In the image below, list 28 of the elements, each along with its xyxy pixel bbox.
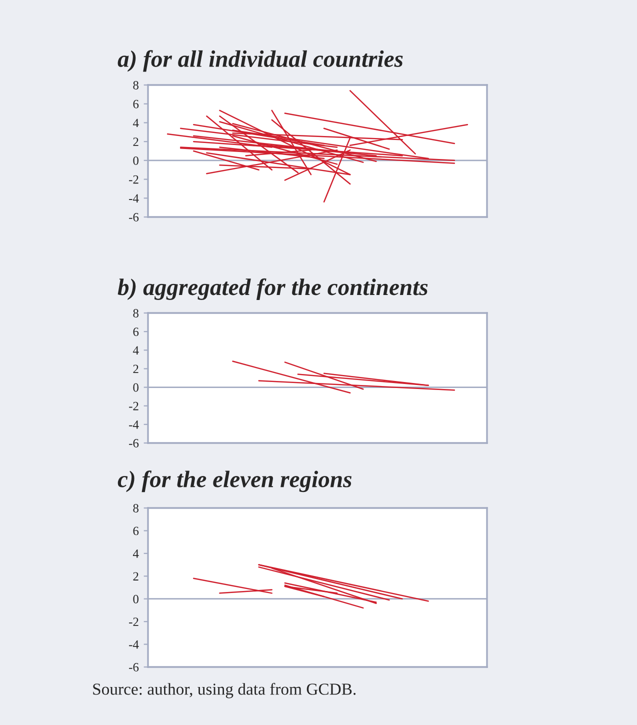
y-tick-label: -2 [129, 618, 138, 626]
y-tick-label: 4 [132, 550, 139, 558]
y-tick-label: -2 [129, 402, 138, 410]
y-tick-label: 2 [133, 364, 138, 374]
y-tick-label: -2 [129, 175, 138, 184]
y-tick-label: 4 [132, 118, 139, 128]
y-tick-label: 8 [133, 504, 138, 512]
y-tick-label: 2 [133, 138, 138, 146]
y-tick-label: 0 [133, 594, 138, 604]
y-tick-label: 8 [133, 81, 138, 90]
chart-title: c) for the eleven regions [118, 470, 352, 492]
y-tick-label: 8 [133, 309, 138, 318]
y-tick-label: 0 [133, 156, 138, 165]
y-tick-label: -4 [129, 640, 139, 649]
y-tick-label: -6 [129, 213, 139, 222]
y-tick-label: -6 [129, 439, 139, 448]
y-tick-label: 4 [132, 346, 139, 354]
y-tick-label: 2 [133, 572, 138, 580]
source-note: Source: author, using data from GCDB. [93, 682, 356, 698]
y-tick-label: 6 [133, 328, 139, 336]
y-tick-label: -4 [129, 194, 139, 202]
y-tick-label: 0 [133, 383, 138, 392]
y-tick-label: 6 [133, 526, 139, 536]
chart-title: b) aggregated for the continents [118, 278, 428, 300]
y-tick-label: -4 [129, 420, 139, 429]
chart-title: a) for all individual countries [118, 50, 403, 72]
y-tick-label: -6 [129, 663, 139, 672]
y-tick-label: 6 [133, 100, 139, 108]
